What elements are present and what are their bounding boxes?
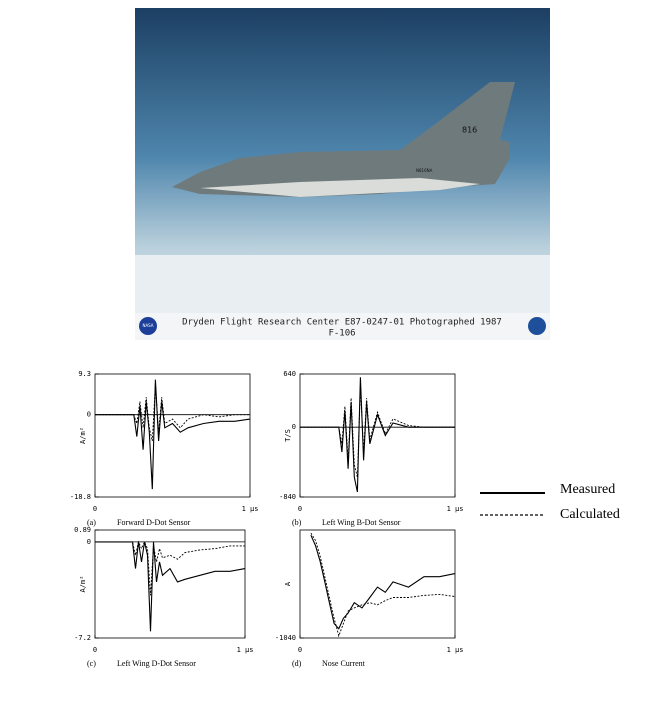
legend: Measured Calculated: [480, 482, 620, 522]
plot-frame: [299, 529, 456, 639]
data-line: [95, 384, 250, 442]
panel-label: (c): [87, 659, 96, 668]
clouds: [135, 255, 550, 313]
x-tick-label: 0: [298, 646, 302, 654]
photo: 816 N816NA NASA Dryden Flight Research C…: [135, 8, 550, 340]
y-tick-label: 9.3: [78, 370, 91, 378]
registration: N816NA: [416, 168, 433, 173]
dryden-logo: [528, 317, 546, 335]
panel-label: (d): [292, 659, 302, 668]
data-line: [310, 532, 456, 638]
data-line: [300, 377, 455, 493]
aircraft-belly: [200, 178, 480, 197]
photo-label: F-106: [328, 329, 355, 339]
data-line: [300, 385, 455, 478]
panel-label: (a): [87, 518, 96, 527]
photo-caption: Dryden Flight Research Center E87-0247-0…: [182, 318, 502, 328]
nasa-logo: [139, 317, 157, 335]
x-tick-label: 0: [298, 505, 302, 513]
plot-frame: [94, 529, 246, 639]
y-tick-label: -840: [279, 493, 296, 501]
x-tick-label: 1 μs: [447, 505, 464, 513]
legend-label: Measured: [560, 482, 615, 497]
y-axis-label: A/m²: [79, 576, 87, 593]
data-line: [310, 534, 456, 630]
panel-title: Left Wing B-Dot Sensor: [322, 518, 401, 527]
aircraft: [172, 82, 515, 197]
data-line: [95, 541, 246, 632]
tail-number: 816: [462, 126, 477, 135]
y-tick-label: 0: [292, 423, 296, 431]
data-line: [95, 379, 251, 490]
panel-label: (b): [292, 518, 302, 527]
caption-bar: [135, 313, 550, 340]
y-tick-label: -18.8: [70, 493, 91, 501]
plot-frame: [299, 373, 456, 498]
y-tick-label: 0.89: [74, 526, 91, 534]
panel-title: Nose Current: [322, 659, 366, 668]
x-tick-label: 0: [93, 505, 97, 513]
logo-text: NASA: [142, 323, 153, 328]
legend-label: Calculated: [560, 507, 620, 522]
panel-title: Left Wing D-Dot Sensor: [117, 659, 196, 668]
x-tick-label: 0: [93, 646, 97, 654]
y-axis-label: A/m²: [79, 427, 87, 444]
panel-title: Forward D-Dot Sensor: [117, 518, 191, 527]
y-tick-label: 0: [87, 538, 91, 546]
x-tick-label: 1 μs: [447, 646, 464, 654]
y-tick-label: 640: [283, 370, 296, 378]
y-tick-label: -7.2: [74, 634, 91, 642]
y-axis-label: A: [284, 581, 292, 586]
plot-frame: [94, 373, 251, 498]
data-line: [95, 540, 245, 596]
x-tick-label: 1 μs: [237, 646, 254, 654]
y-tick-label: 0: [87, 411, 91, 419]
x-tick-label: 1 μs: [242, 505, 259, 513]
y-tick-label: -1040: [275, 634, 296, 642]
y-axis-label: T/S: [284, 429, 292, 442]
